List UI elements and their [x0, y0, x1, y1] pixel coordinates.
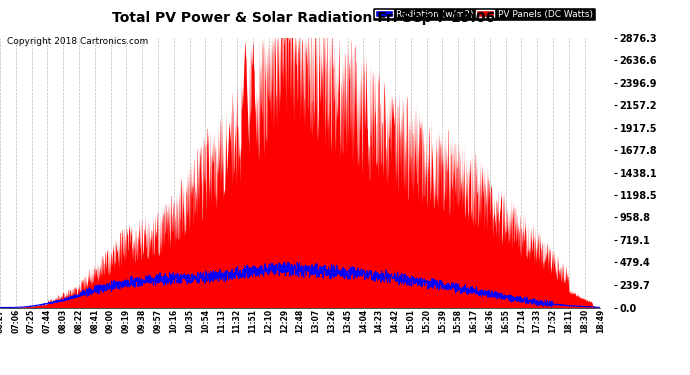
Legend: Radiation (w/m2), PV Panels (DC Watts): Radiation (w/m2), PV Panels (DC Watts) [372, 7, 595, 21]
Text: Copyright 2018 Cartronics.com: Copyright 2018 Cartronics.com [7, 38, 148, 46]
Text: Total PV Power & Solar Radiation Fri Sep 7 19:06: Total PV Power & Solar Radiation Fri Sep… [112, 11, 495, 25]
